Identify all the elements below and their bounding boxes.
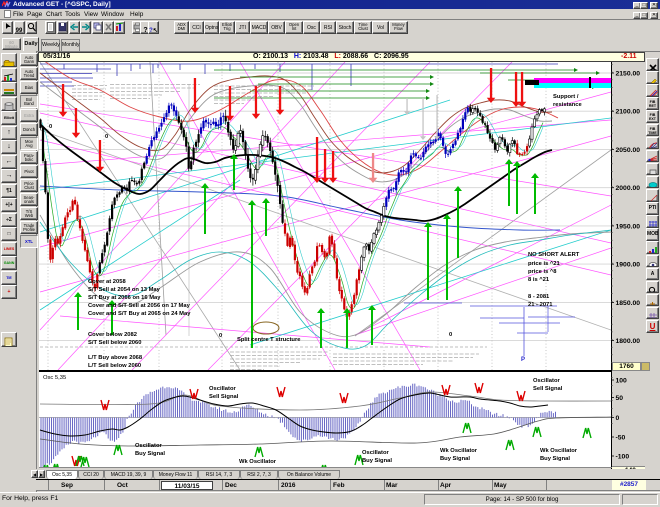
svg-text:Cover and S/T Buy at 2065 on 2: Cover and S/T Buy at 2065 on 24 May (88, 311, 191, 317)
svg-text:Cover below 2082: Cover below 2082 (88, 332, 137, 338)
svg-text:price is ^8: price is ^8 (528, 269, 557, 275)
svg-text:Cover at 2058: Cover at 2058 (88, 279, 126, 285)
svg-text:Buy Signal: Buy Signal (540, 456, 570, 462)
svg-text:Support /: Support / (553, 94, 579, 100)
svg-text:Oscillator: Oscillator (135, 443, 162, 449)
svg-text:2100.00: 2100.00 (616, 109, 641, 116)
svg-text:Oscillator: Oscillator (533, 378, 560, 384)
svg-text:1800.00: 1800.00 (616, 338, 641, 345)
svg-text:S/T Sell below 2060: S/T Sell below 2060 (88, 340, 141, 346)
svg-text:50: 50 (616, 395, 624, 402)
svg-text:Buy Signal: Buy Signal (440, 456, 470, 462)
svg-text:100: 100 (616, 378, 628, 385)
svg-text:8 - 2081: 8 - 2081 (528, 294, 550, 300)
svg-text:Cover and S/T Sell at 2056 on: Cover and S/T Sell at 2056 on 17 May (88, 303, 191, 309)
svg-text:Wk Oscillator: Wk Oscillator (540, 448, 578, 454)
svg-text:Wk Oscillator: Wk Oscillator (440, 448, 478, 454)
svg-text:S/T Buy at 2066 on 16 May: S/T Buy at 2066 on 16 May (88, 295, 161, 301)
svg-text:Wk Oscillator: Wk Oscillator (239, 459, 277, 465)
svg-text:-50: -50 (616, 435, 626, 442)
svg-text:0: 0 (49, 124, 52, 130)
svg-text:Osc 5,35: Osc 5,35 (43, 375, 66, 381)
svg-text:NO SHORT ALERT: NO SHORT ALERT (528, 252, 580, 258)
svg-text:1850.00: 1850.00 (616, 300, 641, 307)
svg-text:0: 0 (449, 332, 452, 338)
svg-text:0: 0 (105, 134, 108, 140)
svg-text:1900.00: 1900.00 (616, 262, 641, 269)
svg-text:L/T Sell below 2060: L/T Sell below 2060 (88, 363, 141, 369)
svg-text:2150.00: 2150.00 (616, 71, 641, 78)
svg-text:0: 0 (219, 333, 222, 339)
svg-text:L/T Buy above 2068: L/T Buy above 2068 (88, 355, 143, 361)
svg-text:price is ^21: price is ^21 (528, 261, 561, 267)
svg-text:0: 0 (616, 415, 620, 422)
svg-text:8 is ^21: 8 is ^21 (528, 277, 550, 283)
svg-text:21 - 2071: 21 - 2071 (528, 302, 553, 308)
svg-text:-100: -100 (616, 454, 630, 461)
svg-text:S/T Sell at 2054 on 13 May: S/T Sell at 2054 on 13 May (88, 287, 161, 293)
svg-text:Buy Signal: Buy Signal (362, 458, 392, 464)
svg-text:2000.00: 2000.00 (616, 185, 641, 192)
svg-text:P: P (521, 357, 525, 363)
svg-text:Split centre T structure: Split centre T structure (237, 337, 301, 343)
svg-text:Oscillator: Oscillator (362, 450, 389, 456)
svg-text:resistance: resistance (553, 102, 582, 108)
svg-text:Sell Signal: Sell Signal (533, 386, 563, 392)
svg-text:Oscillator: Oscillator (209, 386, 236, 392)
svg-text:Buy Signal: Buy Signal (135, 451, 165, 457)
svg-text:Sell Signal: Sell Signal (209, 394, 239, 400)
svg-text:1950.00: 1950.00 (616, 223, 641, 230)
svg-text:2050.00: 2050.00 (616, 147, 641, 154)
